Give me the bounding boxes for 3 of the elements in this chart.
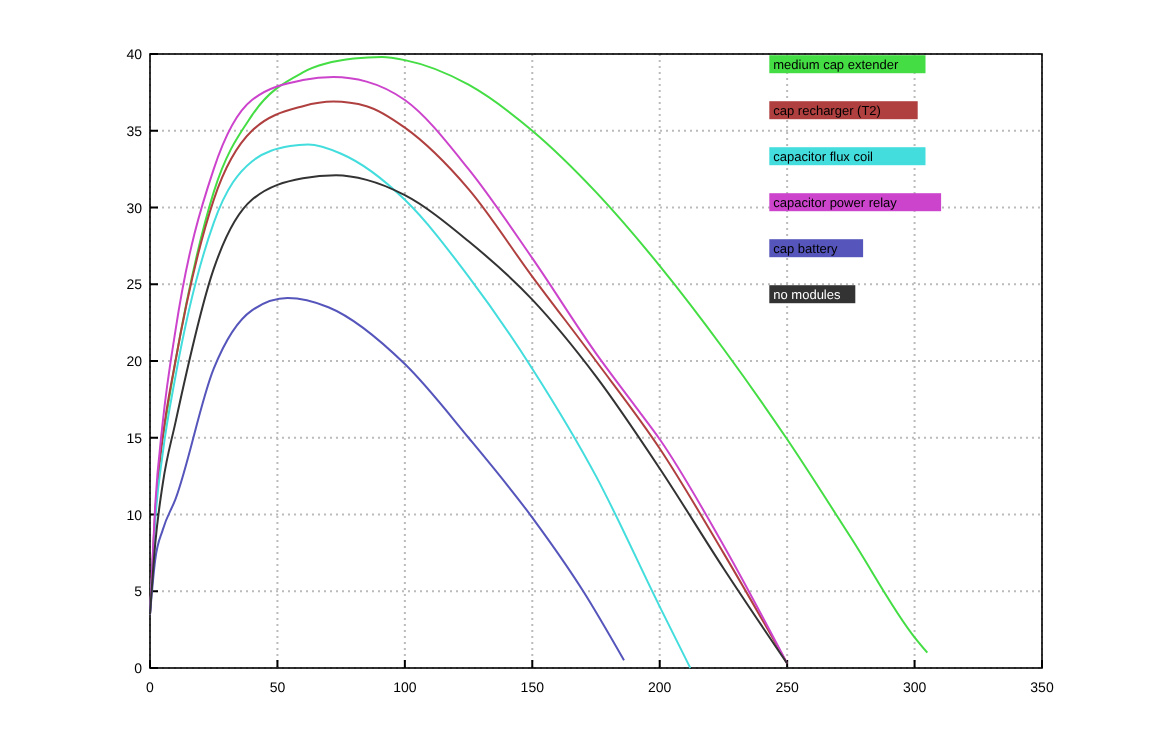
- line-series: [149, 143, 692, 669]
- line-series: [161, 56, 929, 654]
- line-series: [149, 297, 626, 662]
